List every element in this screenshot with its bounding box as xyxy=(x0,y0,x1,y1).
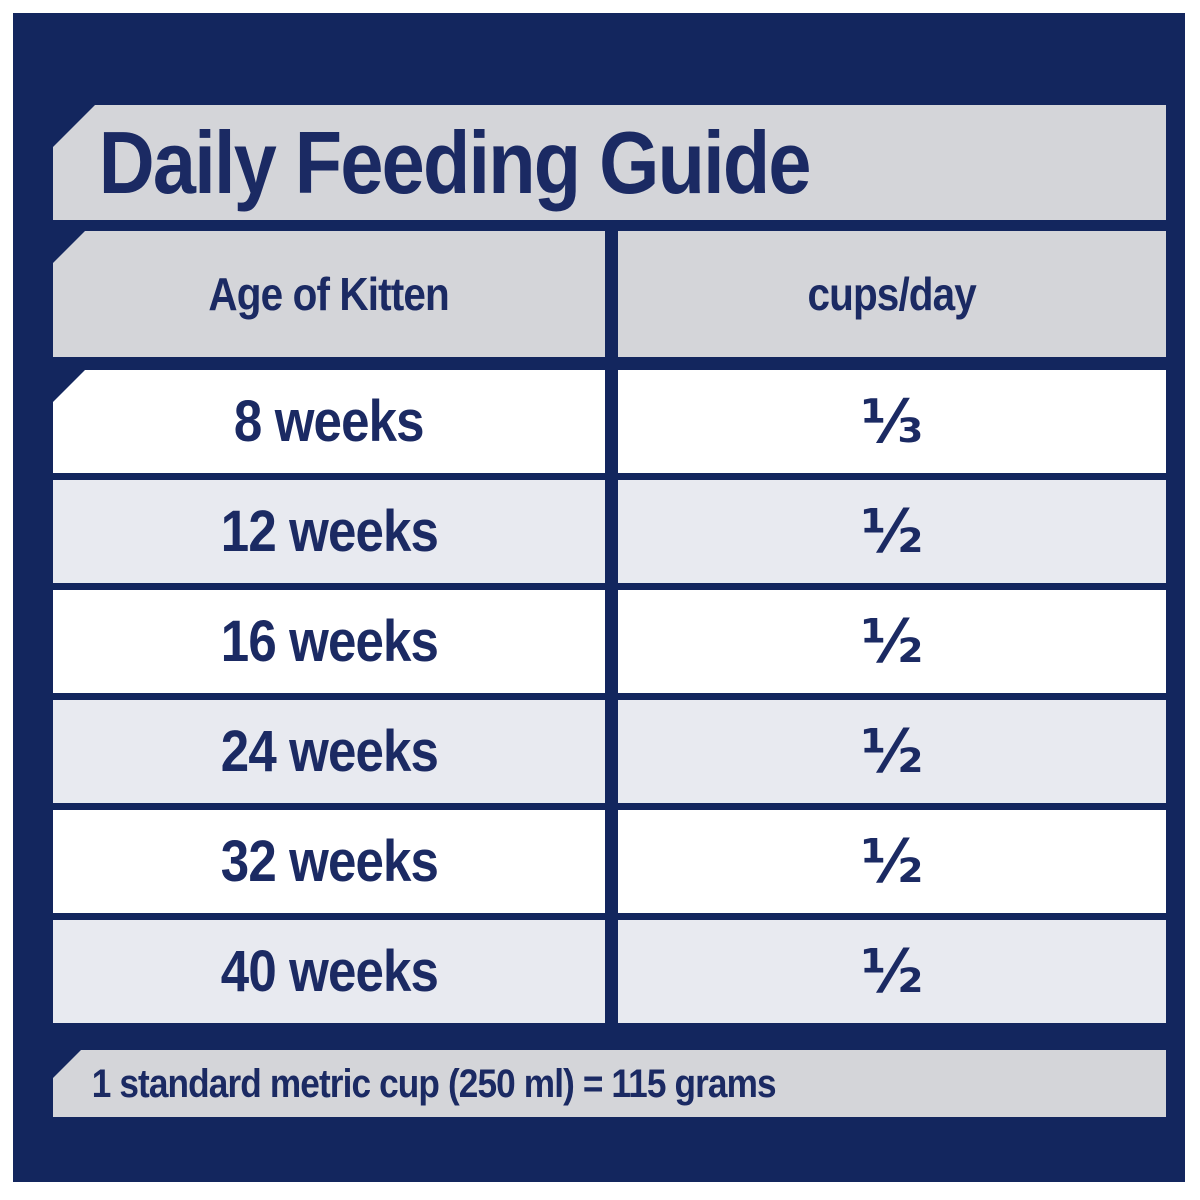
age-cell: 8 weeks xyxy=(53,370,605,473)
age-value: 16 weeks xyxy=(220,608,438,674)
cups-value: ⅓ xyxy=(860,386,924,457)
column-header-cups-label: cups/day xyxy=(807,268,977,320)
column-header-age: Age of Kitten xyxy=(53,231,605,357)
cups-cell: ½ xyxy=(618,920,1166,1023)
table-row: 16 weeks ½ xyxy=(53,590,1166,693)
cups-cell: ½ xyxy=(618,810,1166,913)
footnote-bar: 1 standard metric cup (250 ml) = 115 gra… xyxy=(53,1050,1166,1117)
cups-value: ½ xyxy=(860,826,924,897)
navy-panel: Daily Feeding Guide Age of Kitten cups/d… xyxy=(13,13,1185,1182)
column-header-cups: cups/day xyxy=(618,231,1166,357)
age-value: 12 weeks xyxy=(220,498,438,564)
column-header-age-label: Age of Kitten xyxy=(208,268,450,320)
age-value: 8 weeks xyxy=(234,388,425,454)
footnote-text: 1 standard metric cup (250 ml) = 115 gra… xyxy=(91,1061,777,1106)
age-value: 40 weeks xyxy=(220,938,438,1004)
title-bar: Daily Feeding Guide xyxy=(53,105,1166,220)
age-cell: 16 weeks xyxy=(53,590,605,693)
table-row: 40 weeks ½ xyxy=(53,920,1166,1023)
cups-cell: ½ xyxy=(618,590,1166,693)
age-cell: 12 weeks xyxy=(53,480,605,583)
age-cell: 24 weeks xyxy=(53,700,605,803)
age-cell: 32 weeks xyxy=(53,810,605,913)
table-header-row: Age of Kitten cups/day xyxy=(53,231,1166,357)
cups-cell: ⅓ xyxy=(618,370,1166,473)
table-row: 12 weeks ½ xyxy=(53,480,1166,583)
table-row: 32 weeks ½ xyxy=(53,810,1166,913)
cups-value: ½ xyxy=(860,606,924,677)
table-row: 8 weeks ⅓ xyxy=(53,370,1166,473)
cups-cell: ½ xyxy=(618,480,1166,583)
age-value: 32 weeks xyxy=(220,828,438,894)
age-value: 24 weeks xyxy=(220,718,438,784)
table-row: 24 weeks ½ xyxy=(53,700,1166,803)
age-cell: 40 weeks xyxy=(53,920,605,1023)
page-title: Daily Feeding Guide xyxy=(98,112,812,212)
cups-value: ½ xyxy=(860,496,924,567)
cups-value: ½ xyxy=(860,716,924,787)
cups-cell: ½ xyxy=(618,700,1166,803)
cups-value: ½ xyxy=(860,936,924,1007)
